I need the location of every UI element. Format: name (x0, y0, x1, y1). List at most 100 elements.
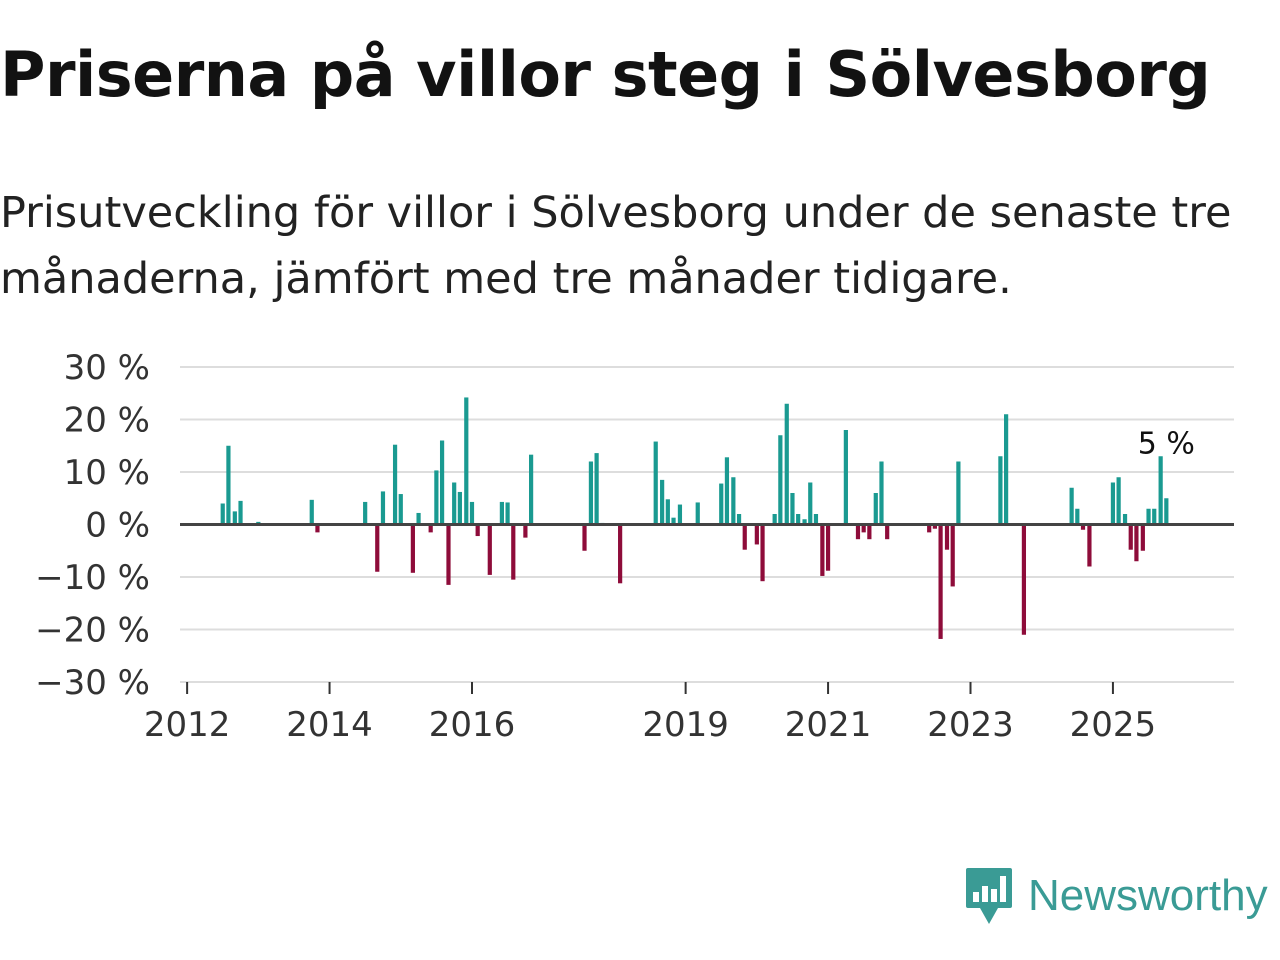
gridlines (180, 366, 1234, 683)
bar (398, 494, 403, 525)
bar (1087, 524, 1092, 567)
bar (724, 457, 730, 525)
bar (998, 456, 1003, 525)
bar (879, 461, 884, 525)
bar (796, 514, 801, 525)
y-tick-label: 10 % (64, 453, 150, 493)
bar (1152, 508, 1157, 525)
bar (452, 482, 457, 525)
brand-name: Newsworthy (1028, 871, 1268, 920)
bar (1110, 482, 1116, 525)
bar (772, 514, 777, 525)
bar (309, 499, 314, 525)
bar (428, 524, 433, 533)
bar (944, 524, 950, 550)
bar (1122, 514, 1128, 525)
bar (760, 524, 765, 582)
x-tick-label: 2023 (927, 705, 1014, 745)
bar (1069, 487, 1074, 525)
bar (1075, 508, 1080, 525)
bar (820, 524, 825, 576)
bar (950, 524, 955, 587)
bar (695, 502, 700, 525)
chart-title: Priserna på villor steg i Sölvesborg (0, 38, 1211, 111)
bar (736, 514, 742, 525)
bar (1158, 456, 1163, 525)
bar (475, 524, 480, 537)
bar (582, 524, 587, 551)
y-tick-label: −30 % (35, 663, 150, 703)
bar (653, 441, 658, 525)
bar (1164, 498, 1169, 525)
bar (618, 524, 623, 584)
bar (1116, 477, 1121, 525)
bar (416, 512, 421, 525)
bar (439, 440, 445, 525)
bar (861, 524, 866, 533)
bar (754, 524, 759, 545)
bar (825, 524, 831, 571)
x-tick-label: 2012 (144, 705, 231, 745)
chart-subtitle: Prisutveckling för villor i Sölvesborg u… (0, 188, 1232, 304)
bar (220, 503, 225, 525)
bar (1128, 524, 1133, 550)
bar (790, 493, 795, 525)
bar (1134, 524, 1139, 562)
bar (410, 524, 415, 573)
bar (813, 514, 819, 525)
bar (867, 524, 872, 540)
bar (392, 444, 398, 525)
bar (808, 482, 813, 525)
bar-chart-speech-bubble-icon (966, 868, 1012, 924)
latest-value-annotation: 5 % (1138, 426, 1195, 461)
y-tick-label: 30 % (64, 348, 150, 388)
y-tick-label: −10 % (35, 558, 150, 598)
bar (731, 477, 736, 525)
bar (363, 501, 368, 525)
bar (665, 499, 670, 525)
annotation-group: 5 % (1135, 423, 1198, 464)
x-tick-label: 2025 (1070, 705, 1157, 745)
bar (588, 461, 594, 525)
bar (927, 524, 932, 533)
bar (434, 470, 439, 525)
bar (315, 524, 320, 533)
bar (1021, 524, 1027, 635)
bar (855, 524, 861, 540)
bar-chart: 30 %20 %10 %0 %−10 %−20 %−30 % 2012 2014 2… (35, 348, 1234, 745)
bar (784, 403, 789, 525)
bar (742, 524, 747, 550)
brand-logo: Newsworthy (964, 864, 1268, 928)
bar (660, 479, 665, 525)
bar (457, 491, 462, 525)
y-tick-label: 20 % (64, 401, 150, 441)
bar (529, 454, 534, 525)
bar (511, 524, 516, 580)
y-tick-label: 0 % (85, 506, 150, 546)
bar (956, 461, 961, 525)
bar (375, 524, 380, 572)
y-axis-tick-labels: 30 % 20 % 10 % 0 % −10 % −20 % −30 % (35, 348, 150, 703)
bar (226, 445, 231, 525)
bar (464, 397, 469, 525)
bar (232, 511, 237, 525)
bar (505, 502, 510, 525)
bar (778, 435, 783, 525)
x-tick-label: 2019 (642, 705, 729, 745)
bar (873, 493, 878, 525)
bar (932, 524, 937, 529)
bar (719, 483, 724, 525)
bar (938, 524, 943, 639)
bar (446, 524, 451, 585)
x-axis: 2012 2014 2016 2019 2021 2023 2025 (144, 682, 1156, 745)
bar (671, 517, 676, 525)
x-tick-label: 2016 (429, 705, 516, 745)
bars (220, 397, 1169, 639)
x-tick-label: 2021 (785, 705, 872, 745)
bar (677, 504, 683, 525)
bar (594, 453, 599, 525)
bar (802, 519, 807, 525)
x-tick-label: 2014 (286, 705, 373, 745)
y-tick-label: −20 % (35, 611, 150, 651)
bar (1004, 414, 1009, 525)
